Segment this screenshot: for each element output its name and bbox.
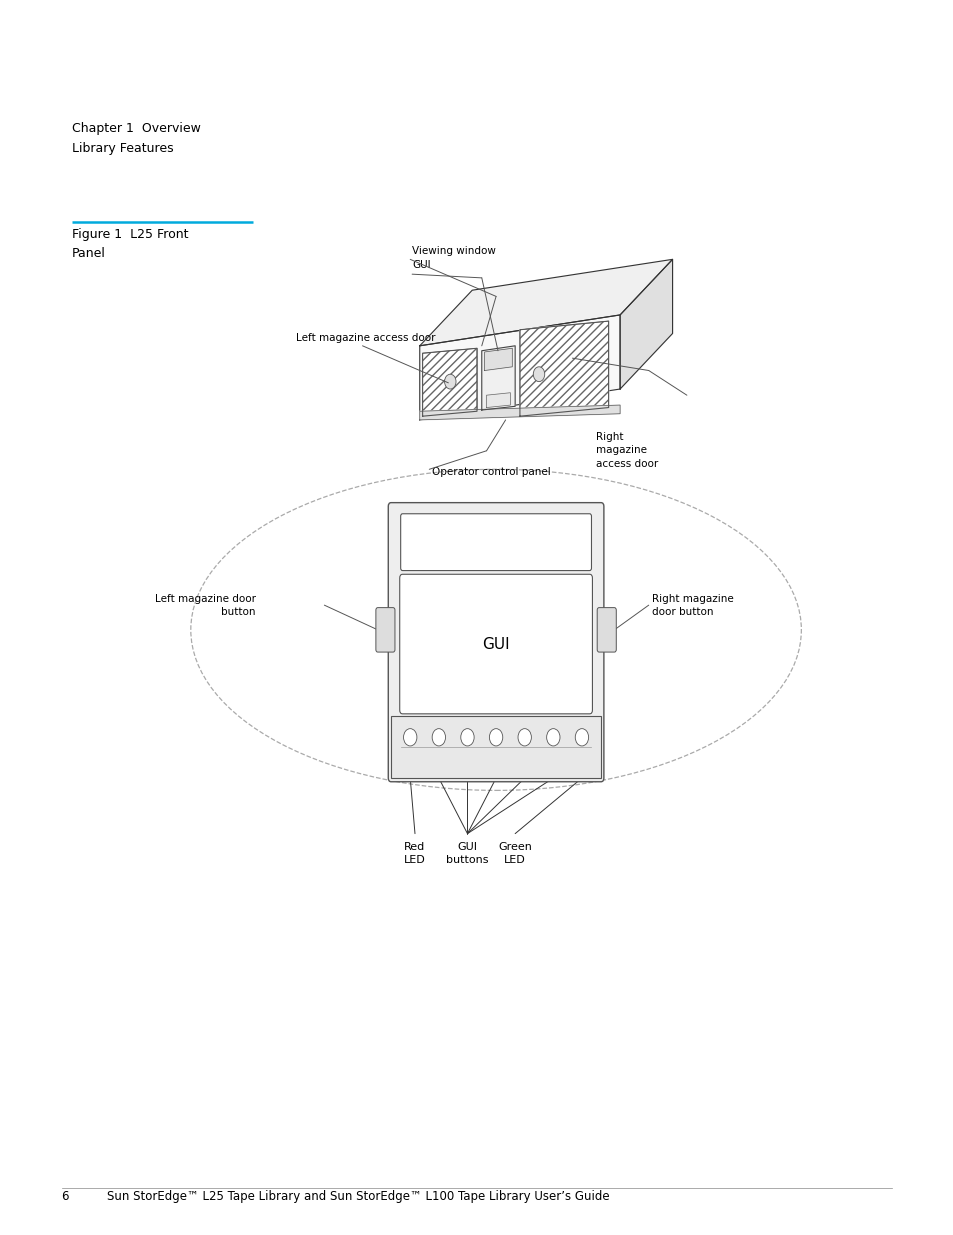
Circle shape	[489, 729, 502, 746]
Polygon shape	[619, 259, 672, 389]
FancyBboxPatch shape	[391, 716, 600, 778]
Polygon shape	[519, 321, 608, 416]
Polygon shape	[419, 259, 672, 346]
Polygon shape	[484, 348, 512, 370]
FancyBboxPatch shape	[375, 608, 395, 652]
Text: Right
magazine
access door: Right magazine access door	[596, 432, 658, 468]
Circle shape	[546, 729, 559, 746]
Circle shape	[575, 729, 588, 746]
Circle shape	[460, 729, 474, 746]
Text: Green
LED: Green LED	[497, 842, 532, 864]
Circle shape	[444, 374, 456, 389]
Circle shape	[403, 729, 416, 746]
Polygon shape	[419, 405, 619, 420]
Text: GUI: GUI	[482, 636, 509, 652]
FancyBboxPatch shape	[400, 514, 591, 571]
Text: Red
LED: Red LED	[404, 842, 425, 864]
Text: Left magazine door
button: Left magazine door button	[154, 594, 255, 616]
Text: Figure 1  L25 Front: Figure 1 L25 Front	[71, 228, 188, 241]
Text: GUI: GUI	[412, 261, 431, 270]
Polygon shape	[481, 346, 515, 410]
Circle shape	[533, 367, 544, 382]
Polygon shape	[419, 315, 619, 420]
Polygon shape	[519, 321, 608, 416]
Polygon shape	[422, 348, 476, 416]
Text: Viewing window: Viewing window	[412, 246, 496, 256]
Text: Library Features: Library Features	[71, 142, 173, 154]
Text: 6          Sun StorEdge™ L25 Tape Library and Sun StorEdge™ L100 Tape Library Us: 6 Sun StorEdge™ L25 Tape Library and Sun…	[62, 1189, 609, 1203]
Text: Chapter 1  Overview: Chapter 1 Overview	[71, 122, 200, 135]
Polygon shape	[486, 393, 510, 408]
Text: Operator control panel: Operator control panel	[432, 467, 550, 477]
Text: Left magazine access door: Left magazine access door	[295, 333, 435, 343]
Polygon shape	[422, 348, 476, 416]
FancyBboxPatch shape	[399, 574, 592, 714]
Text: GUI
buttons: GUI buttons	[446, 842, 488, 864]
Circle shape	[432, 729, 445, 746]
Text: Panel: Panel	[71, 247, 106, 259]
FancyBboxPatch shape	[388, 503, 603, 782]
Text: Right magazine
door button: Right magazine door button	[651, 594, 733, 616]
Circle shape	[517, 729, 531, 746]
FancyBboxPatch shape	[597, 608, 616, 652]
